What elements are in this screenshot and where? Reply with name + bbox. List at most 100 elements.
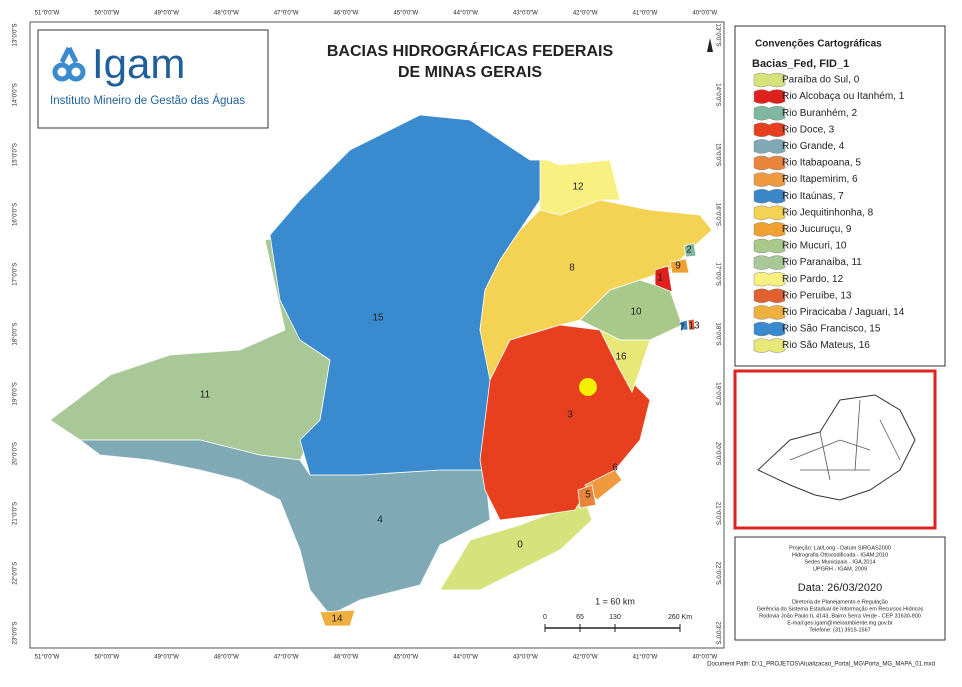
info-credit: Gerência do Sistema Estadual de Informaç… (757, 606, 924, 612)
basin-label: 11 (200, 390, 211, 401)
legend-label: Rio Pardo, 12 (782, 274, 844, 285)
legend-swatch (753, 139, 786, 154)
lon-label: 42°0'0"W (573, 11, 598, 17)
basin-label: 14 (331, 614, 343, 625)
basin-label: 1 (657, 273, 663, 284)
info-source: Sedes Municipais - IGA,2014 (804, 559, 875, 565)
info-source: Projeção: Lat/Long - Datum SIRGAS2000 (789, 545, 891, 551)
legend-swatch (753, 238, 786, 254)
lat-label: 16°0'0"S (714, 203, 720, 226)
logo-name: Igam (92, 40, 185, 87)
lat-label: 14°0'0"S (13, 83, 19, 106)
legend-label: Rio São Francisco, 15 (782, 324, 881, 335)
lat-label: 19°0'0"S (714, 382, 720, 405)
lon-label: 44°0'0"W (453, 655, 478, 661)
north-arrow (707, 38, 713, 52)
basin (669, 258, 690, 274)
info-credit: E-mail:geo.igam@meioambiente.mg.gov.br (787, 620, 893, 626)
legend-swatch (753, 321, 786, 337)
legend-swatch (753, 188, 786, 204)
lon-label: 40°0'0"W (692, 655, 717, 661)
lon-label: 46°0'0"W (334, 655, 359, 661)
title: BACIAS HIDROGRÁFICAS FEDERAIS (327, 41, 614, 60)
lon-label: 40°0'0"W (692, 11, 717, 17)
title: DE MINAS GERAIS (398, 64, 542, 81)
lon-label: 49°0'0"W (154, 655, 179, 661)
lat-label: 16°0'0"S (13, 203, 19, 226)
lat-label: 23°0'0"S (714, 621, 720, 644)
basin-label: 0 (517, 540, 523, 551)
basin (599, 329, 651, 393)
lat-label: 22°0'0"S (714, 562, 720, 585)
lat-label: 21°0'0"S (13, 502, 19, 525)
lat-label: 15°0'0"S (13, 143, 19, 166)
scale-ratio: 1 = 60 km (595, 596, 635, 606)
basin-label: 12 (572, 182, 584, 193)
lat-label: 19°0'0"S (13, 382, 19, 405)
scale-label: 260 Km (668, 614, 692, 621)
basin-label: 4 (377, 515, 383, 526)
lon-label: 47°0'0"W (274, 11, 299, 17)
inset-divisions (789, 399, 901, 481)
legend-label: Rio Grande, 4 (782, 141, 845, 152)
lat-label: 15°0'0"S (714, 143, 720, 166)
legend-swatch (753, 222, 786, 237)
legend-swatch (753, 155, 786, 171)
lon-label: 43°0'0"W (513, 655, 538, 661)
legend-swatch (753, 288, 786, 304)
lon-label: 51°0'0"W (35, 655, 60, 661)
lat-label: 17°0'0"S (714, 263, 720, 286)
legend-label: Rio Itaúnas, 7 (782, 191, 844, 202)
basin-label: 2 (686, 245, 692, 256)
lat-label: 13°0'0"S (714, 23, 720, 46)
lon-label: 46°0'0"W (334, 11, 359, 17)
basin-label: 9 (675, 261, 681, 272)
basin-label: 13 (688, 321, 700, 332)
lat-label: 18°0'0"S (13, 322, 19, 345)
lon-label: 41°0'0"W (633, 655, 658, 661)
legend-label: Paraíba do Sul, 0 (782, 75, 860, 86)
lat-label: 17°0'0"S (13, 263, 19, 286)
info-date: Data: 26/03/2020 (798, 582, 882, 594)
info-credit: Rodovia João Paulo II, 4143, Bairro Serr… (759, 613, 921, 619)
lon-label: 42°0'0"W (573, 655, 598, 661)
basin (687, 318, 696, 331)
info-box (734, 536, 946, 641)
basin-label: 10 (630, 307, 642, 318)
basins (49, 114, 713, 627)
basin (683, 242, 697, 258)
legend-label: Rio Jequitinhonha, 8 (782, 207, 874, 218)
lat-label: 21°0'0"S (714, 502, 720, 525)
legend-swatch (753, 72, 786, 88)
basin (654, 265, 673, 293)
legend-swatch (753, 338, 786, 353)
legend-label: Rio Alcobaça ou Itanhém, 1 (782, 91, 905, 102)
document-path: Document Path: D:\1_PROJETOS\Atualizacao… (707, 662, 935, 668)
info-source: UPGRH - IGAM, 2009 (813, 566, 867, 572)
scale-label: 0 (543, 614, 547, 621)
legend-title: Convenções Cartográficas (755, 39, 882, 50)
logo-icon (52, 46, 86, 82)
legend-swatch (753, 105, 786, 121)
legend-swatch (753, 122, 786, 138)
lon-label: 50°0'0"W (94, 11, 119, 17)
lon-label: 44°0'0"W (453, 11, 478, 17)
legend-label: Rio Mucuri, 10 (782, 241, 847, 252)
lat-label: 22°0'0"S (13, 562, 19, 585)
info-credit: Telefone: (31) 3915-1567 (809, 627, 870, 633)
legend-label: Rio Peruíbe, 13 (782, 290, 852, 301)
basin-label: 15 (372, 313, 384, 324)
info-credit: Diretoria de Planejamento e Regulação (792, 599, 888, 605)
lat-label: 14°0'0"S (714, 83, 720, 106)
capital-marker (579, 378, 597, 396)
lon-label: 47°0'0"W (274, 655, 299, 661)
lat-label: 23°0'0"S (13, 621, 19, 644)
basin-label: 7 (679, 323, 685, 334)
lat-label: 20°0'0"S (13, 442, 19, 465)
lat-label: 18°0'0"S (714, 322, 720, 345)
lon-label: 45°0'0"W (393, 11, 418, 17)
lon-label: 48°0'0"W (214, 11, 239, 17)
lon-label: 49°0'0"W (154, 11, 179, 17)
basin-label: 8 (569, 263, 575, 274)
lon-label: 43°0'0"W (513, 11, 538, 17)
